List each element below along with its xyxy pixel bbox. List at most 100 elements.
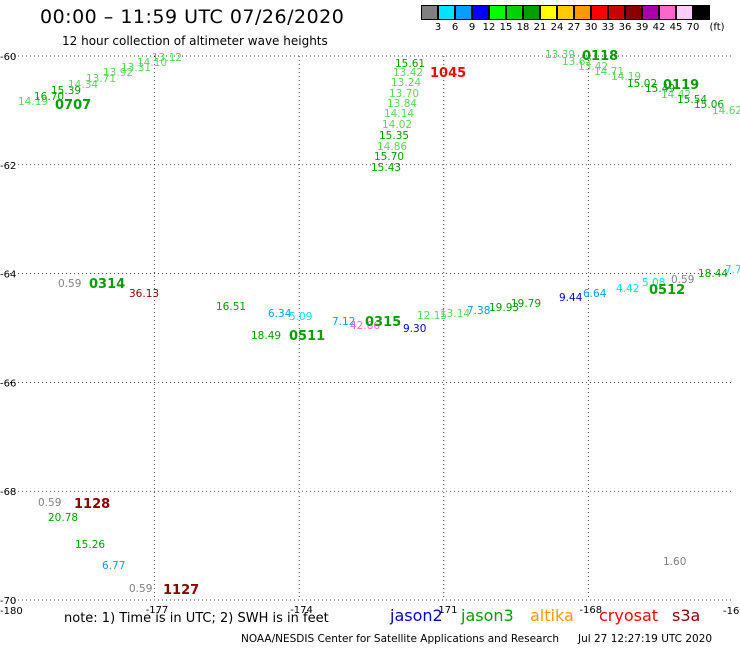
wave-height-label: 13.62: [562, 56, 592, 68]
time-labels: 0707 1045 0118 0119 0314 0315 0511 0512 1128 1127: [55, 49, 699, 598]
y-tick-label: -62: [0, 161, 16, 172]
wave-height-label: 13.71: [86, 73, 116, 85]
pass-time-label: 0315: [365, 315, 401, 330]
wave-height-label: 15.61: [395, 58, 425, 70]
wave-height-label: 5.09: [289, 311, 312, 323]
page-title: 00:00 – 11:59 UTC 07/26/2020: [40, 6, 345, 28]
color-swatch: [455, 5, 472, 20]
pass-time-label: 0512: [649, 283, 685, 298]
wave-height-label: 6.77: [102, 560, 125, 572]
color-swatch: [540, 5, 557, 20]
satellite-legend-altika: altika: [530, 606, 574, 625]
color-scale-label: 12: [482, 22, 496, 33]
pass-time-label: 1127: [163, 583, 199, 598]
page-subtitle: 12 hour collection of altimeter wave hei…: [62, 34, 328, 48]
wave-height-label: 16.51: [216, 301, 246, 313]
wave-height-label: 0.59: [671, 274, 694, 286]
wave-height-label: 15.06: [694, 99, 724, 111]
y-tick-label: -70: [0, 596, 16, 607]
color-scale-label: 45: [669, 22, 683, 33]
wave-height-label: 15.02: [627, 78, 657, 90]
x-tick-label: -174: [290, 605, 313, 616]
wave-height-label: 13.31: [121, 62, 151, 74]
wave-height-label: 7.7: [725, 264, 740, 276]
wave-height-label: 7.38: [467, 305, 490, 317]
wave-height-label: 18.44: [698, 268, 728, 280]
color-swatch: [472, 5, 489, 20]
wave-height-label: 13.92: [103, 67, 133, 79]
wave-height-label: 15.70: [374, 151, 404, 163]
y-tick-label: -64: [0, 270, 16, 281]
wave-height-label: 14.34: [68, 79, 98, 91]
color-scale-label: 24: [550, 22, 564, 33]
wave-height-label: 6.64: [583, 288, 607, 300]
pass-time-label: 1045: [430, 66, 466, 81]
pass-time-label: 0707: [55, 98, 91, 113]
wave-height-label: 14.71: [594, 66, 624, 78]
wave-height-label: 13.39: [545, 49, 575, 61]
wave-height-label: 15.35: [379, 130, 409, 142]
y-tick-label: -60: [0, 52, 16, 63]
wave-height-label: 14.42: [661, 89, 691, 101]
color-scale-label: 6: [451, 22, 459, 33]
wave-height-label: 42.86: [350, 320, 380, 332]
map-axes: -177 -174 -171 -168 -60 -62 -64 -66 -68 -70-180 -1…: [0, 52, 739, 617]
wave-height-label: 14.02: [382, 119, 412, 131]
color-swatch: [608, 5, 625, 20]
wave-height-label: 14.10: [137, 57, 167, 69]
pass-time-label: 0119: [663, 78, 699, 93]
footer-note: note: 1) Time is in UTC; 2) SWH is in fe…: [64, 611, 329, 626]
y-tick-label: -68: [0, 487, 16, 498]
wave-height-label: 13.70: [389, 88, 419, 100]
wave-height-label: 14.19: [18, 96, 48, 108]
pass-time-label: 1128: [74, 497, 110, 512]
wave-height-label: 13.42: [393, 67, 423, 79]
color-swatch: [506, 5, 523, 20]
wave-height-label: 14.19: [611, 71, 641, 83]
wave-height-label: 4.42: [616, 283, 639, 295]
color-swatch: [625, 5, 642, 20]
color-scale-label: 3: [434, 22, 442, 33]
wave-height-label: 0.59: [38, 497, 61, 509]
color-swatch: [438, 5, 455, 20]
wave-height-label: 15.49: [645, 83, 675, 95]
y-tick-label: -66: [0, 378, 16, 389]
color-swatch: [523, 5, 540, 20]
wave-height-label: 9.44: [559, 292, 583, 304]
pass-time-label: 0118: [582, 49, 618, 64]
color-swatch: [693, 5, 710, 20]
color-scale-label: 30: [584, 22, 598, 33]
pass-time-label: 0511: [289, 329, 325, 344]
satellite-legend-jason2: jason2: [390, 606, 443, 625]
x-corner-label-right: -16: [723, 606, 739, 617]
wave-height-label: 13.14: [440, 308, 470, 320]
wave-height-label: 15.43: [371, 162, 401, 174]
wave-height-label: 0.59: [129, 583, 152, 595]
x-tick-label: -168: [579, 605, 602, 616]
color-swatch: [642, 5, 659, 20]
color-swatch: [421, 5, 438, 20]
satellite-legend-jason3: jason3: [461, 606, 514, 625]
color-scale-label: 42: [652, 22, 666, 33]
wave-height-label: 15.39: [51, 85, 81, 97]
color-swatch: [591, 5, 608, 20]
color-swatch: [557, 5, 574, 20]
x-corner-label-left: -180: [0, 606, 23, 617]
color-scale-label: 21: [533, 22, 547, 33]
wave-height-label: 0.59: [58, 278, 81, 290]
map-grid: [10, 55, 733, 601]
satellite-legend-cryosat: cryosat: [599, 606, 659, 625]
color-scale-label: 33: [601, 22, 615, 33]
color-scale-label: 36: [618, 22, 632, 33]
wave-height-label: 9.30: [403, 323, 426, 335]
color-swatch: [489, 5, 506, 20]
color-scale-label: 39: [635, 22, 649, 33]
wave-height-label: 14.86: [377, 141, 407, 153]
color-swatch: [676, 5, 693, 20]
wave-height-label: 14.14: [384, 108, 414, 120]
wave-height-label: 15.54: [677, 94, 707, 106]
wave-height-label: 15.26: [75, 539, 105, 551]
observation-labels: 14.1916.7015.3914.3413.7113.9213.3114.10…: [18, 49, 740, 595]
color-swatch: [574, 5, 591, 20]
color-scale-label: 9: [468, 22, 476, 33]
